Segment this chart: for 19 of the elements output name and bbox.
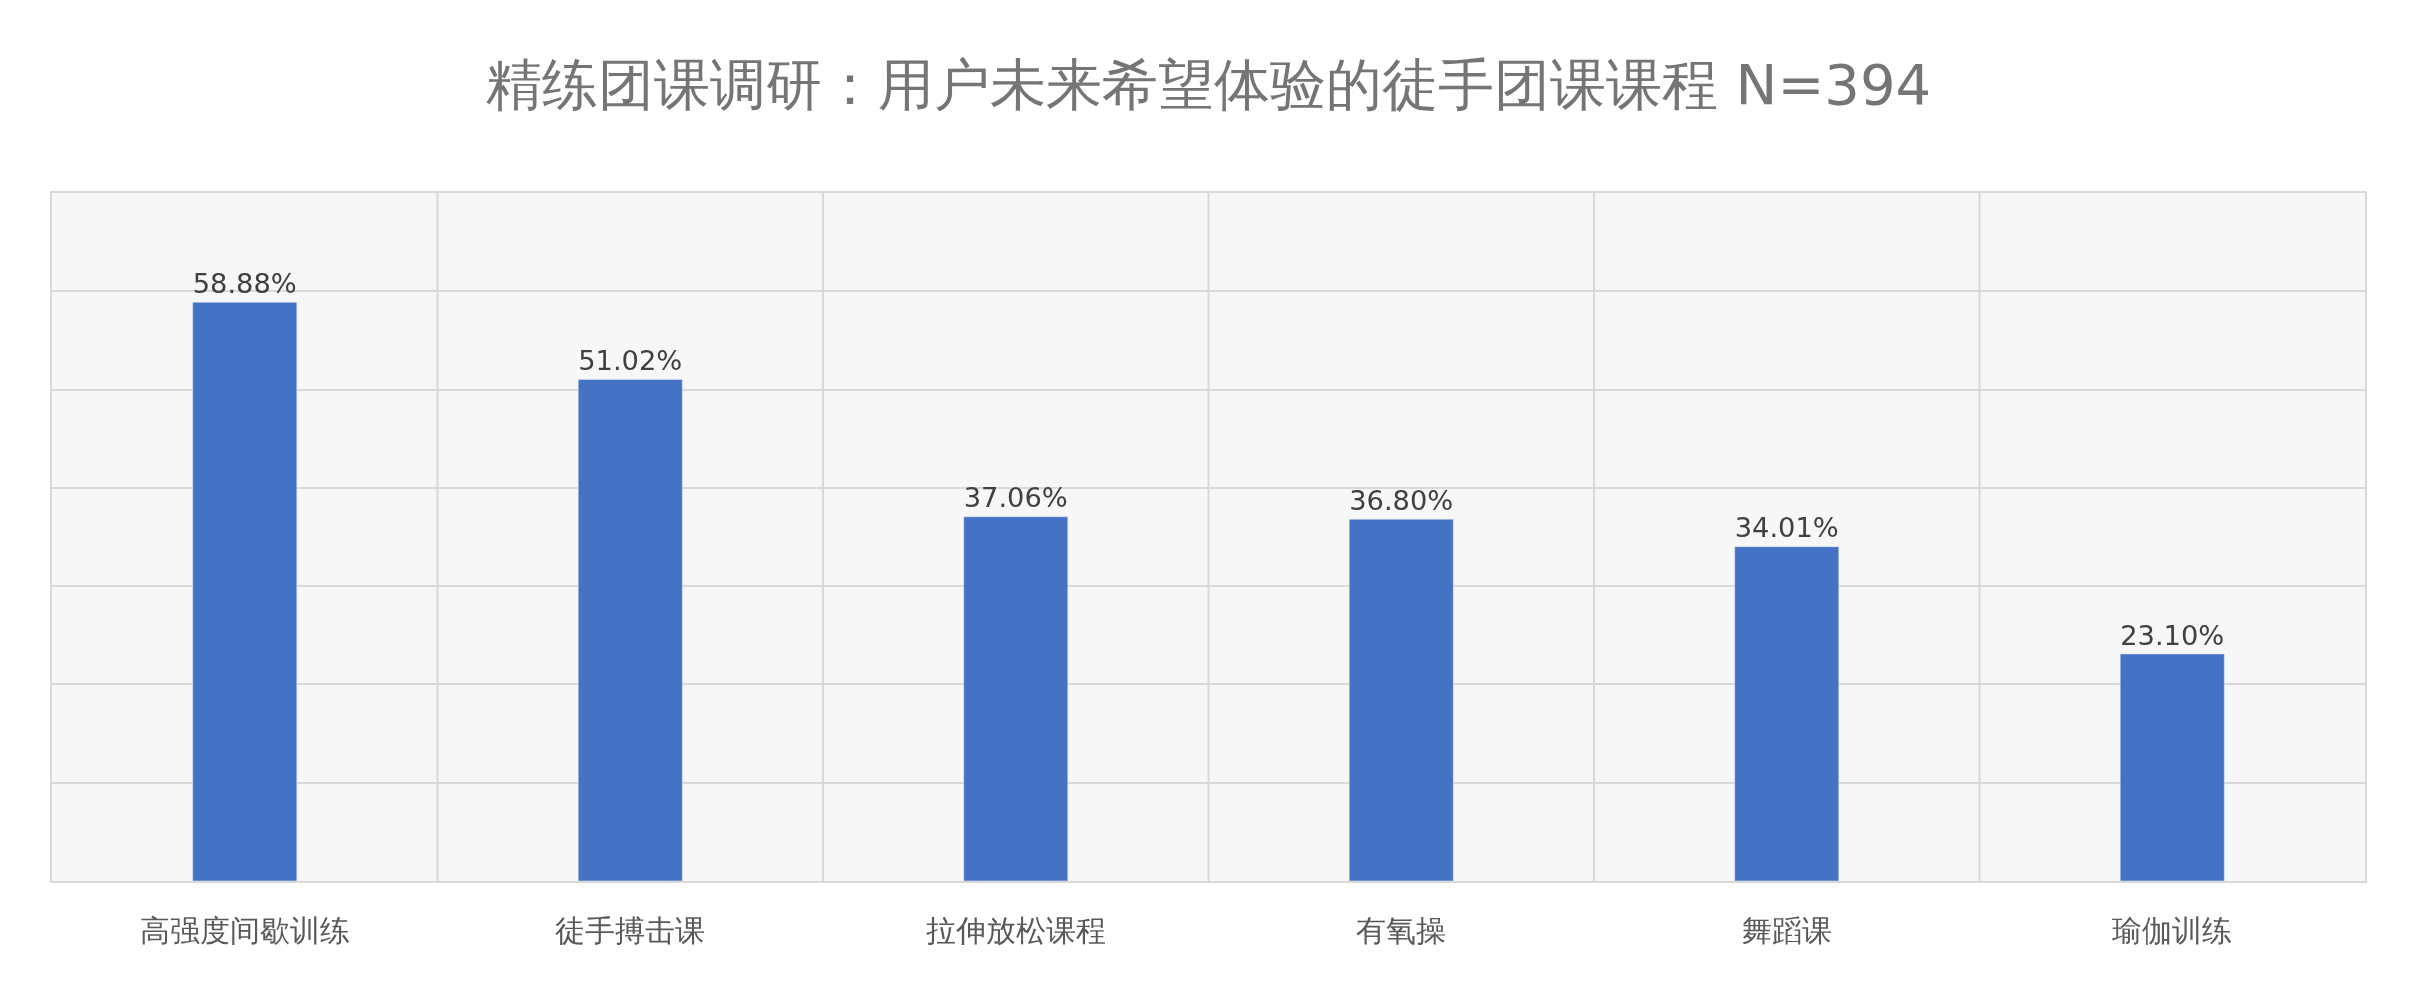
- x-tick-label: 高强度间歇训练: [139, 913, 350, 948]
- bar: [192, 302, 298, 881]
- data-label: 34.01%: [1734, 512, 1839, 544]
- bar: [1734, 546, 1840, 881]
- x-tick-label: 徒手搏击课: [555, 913, 706, 948]
- data-label: 37.06%: [963, 482, 1068, 514]
- data-label: 58.88%: [192, 267, 297, 299]
- bar: [963, 516, 1069, 881]
- x-tick-label: 舞蹈课: [1741, 913, 1832, 948]
- chart-title: 精练团课调研：用户未来希望体验的徒手团课课程 N=394: [485, 52, 1932, 117]
- data-label: 23.10%: [2120, 619, 2225, 651]
- x-tick-label: 拉伸放松课程: [925, 913, 1106, 948]
- data-label: 36.80%: [1349, 484, 1454, 516]
- x-tick-label: 瑜伽训练: [2112, 913, 2233, 948]
- bar: [577, 379, 683, 881]
- data-label: 51.02%: [578, 345, 683, 377]
- bar: [1348, 519, 1454, 881]
- x-tick-label: 有氧操: [1356, 913, 1447, 948]
- bar: [2119, 653, 2225, 881]
